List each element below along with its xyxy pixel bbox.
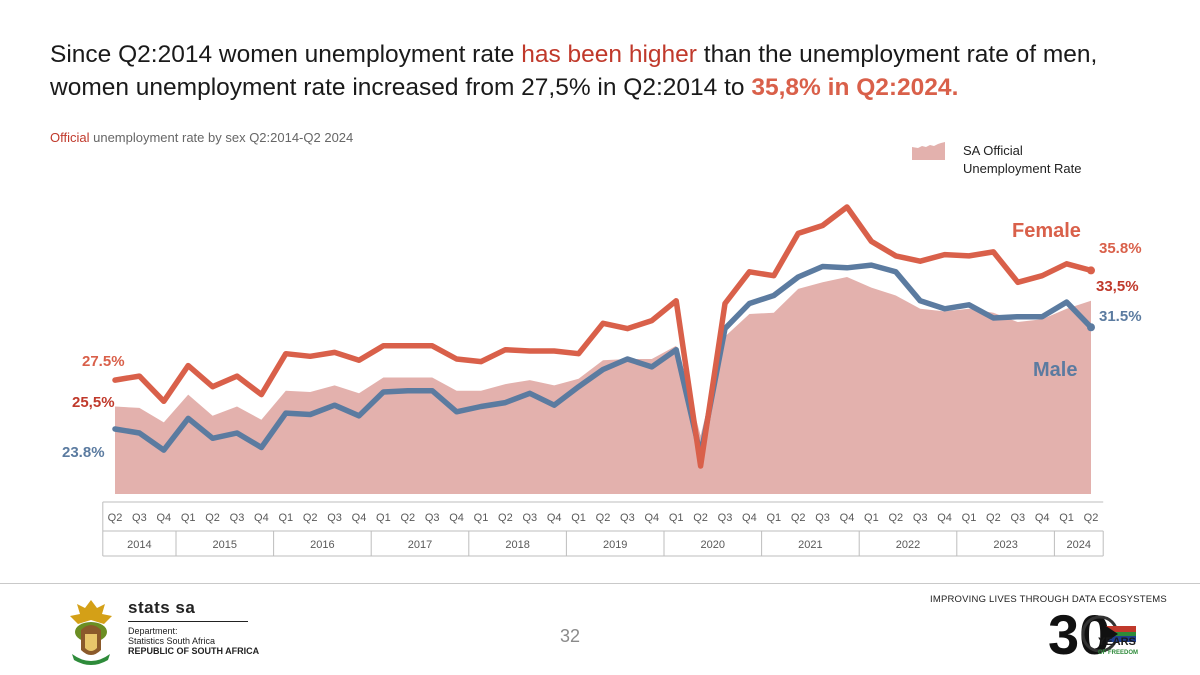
tick-label: Q3 — [230, 512, 245, 524]
unemployment-chart: Q2 Q3 Q4 Q1 Q2 Q3 Q4 Q1 Q2 Q3 Q4 Q1 Q2 Q3 Q4 Q1 Q2 Q3 Q4 Q1… — [62, 204, 1142, 557]
area-total-unemployment — [115, 277, 1091, 494]
chart-subtitle: Official unemployment rate by sex Q2:201… — [50, 130, 353, 145]
tick-label: Q2 — [108, 512, 123, 524]
female-end-dot — [1087, 266, 1095, 275]
year-label: 2014 — [127, 539, 151, 551]
tick-label: Q3 — [522, 512, 537, 524]
tick-label: Q4 — [742, 512, 757, 524]
tick-label: Q3 — [132, 512, 147, 524]
year-label: 2023 — [993, 539, 1017, 551]
year-label: 2020 — [701, 539, 725, 551]
page-number: 32 — [560, 626, 581, 646]
tick-label: Q1 — [864, 512, 879, 524]
label-male-end: 31.5% — [1099, 308, 1142, 325]
tick-label: Q4 — [644, 512, 659, 524]
label-female-end: 35.8% — [1099, 240, 1142, 257]
headline-part3: than the unemployment rate of men, women… — [50, 41, 1098, 101]
tick-label: Q4 — [254, 512, 269, 524]
tick-label: Q2 — [986, 512, 1001, 524]
label-female-start: 27.5% — [82, 353, 125, 370]
line-male — [112, 262, 1094, 459]
tick-label: Q3 — [327, 512, 342, 524]
tick-label: Q1 — [962, 512, 977, 524]
tick-label: Q2 — [400, 512, 415, 524]
headline-part1: Since Q2:2014 women unemployment rate — [50, 41, 522, 68]
tagline: IMPROVING LIVES THROUGH DATA ECOSYSTEMS — [930, 594, 1167, 605]
label-male-start: 23.8% — [62, 444, 105, 461]
tick-label: Q1 — [669, 512, 684, 524]
legend-label-line1: SA Official — [963, 143, 1023, 158]
tick-label: Q4 — [840, 512, 855, 524]
stats-line1: Department: — [128, 626, 178, 636]
male-end-dot — [1087, 323, 1095, 332]
x-axis: Q2 Q3 Q4 Q1 Q2 Q3 Q4 Q1 Q2 Q3 Q4 Q1 Q2 Q3 Q4 Q1 Q2 Q3 Q4 Q1… — [102, 501, 1104, 557]
tick-label: Q1 — [181, 512, 196, 524]
label-total-end: 33,5% — [1096, 278, 1139, 295]
area-layer — [115, 277, 1091, 494]
stats-sa-logo: stats sa Department: Statistics South Af… — [62, 596, 259, 668]
stats-rule — [128, 621, 248, 622]
tick-label: Q2 — [205, 512, 220, 524]
tick-label: Q1 — [766, 512, 781, 524]
tick-label: Q4 — [1035, 512, 1050, 524]
tick-label: Q3 — [620, 512, 635, 524]
year-label: 2024 — [1067, 539, 1091, 551]
stats-line3: REPUBLIC OF SOUTH AFRICA — [128, 646, 260, 656]
tick-label: Q2 — [498, 512, 513, 524]
headline-highlight: has been higher — [521, 41, 697, 68]
tick-label: Q4 — [547, 512, 562, 524]
tick-label: Q3 — [718, 512, 733, 524]
label-female: Female — [1012, 220, 1081, 242]
stats-sa-wordmark: stats sa Department: Statistics South Af… — [128, 598, 259, 668]
tick-label: Q3 — [1010, 512, 1025, 524]
tick-label: Q2 — [303, 512, 318, 524]
year-label: 2019 — [603, 539, 627, 551]
thirty-years-logo: IMPROVING LIVES THROUGH DATA ECOSYSTEMS … — [930, 594, 1180, 666]
tick-label: Q3 — [425, 512, 440, 524]
tick-label: Q2 — [1084, 512, 1099, 524]
thirty-years-emblem-icon: 30 — [1048, 604, 1136, 660]
freedom-word: OF FREEDOM — [1098, 650, 1138, 656]
tick-label: Q4 — [352, 512, 367, 524]
footer-divider — [0, 583, 1200, 584]
legend-area-swatch — [912, 142, 945, 160]
tick-label: Q2 — [596, 512, 611, 524]
subtitle-highlight: Official — [50, 130, 90, 145]
annotation-layer: 27.5% 25,5% 23.8% Female Male 35.8% 33,5% 31.5% — [62, 220, 1142, 461]
tick-label: Q3 — [815, 512, 830, 524]
tick-label: Q3 — [913, 512, 928, 524]
legend-label: SA Official Unemployment Rate — [963, 142, 1123, 178]
headline-value: 35,8% in Q2:2024 — [751, 74, 952, 101]
lines-layer — [112, 204, 1095, 469]
coat-of-arms-icon — [70, 600, 112, 665]
subtitle-rest: unemployment rate by sex Q2:2014-Q2 2024 — [89, 130, 354, 145]
tick-label: Q4 — [937, 512, 952, 524]
year-label: 2021 — [798, 539, 822, 551]
tick-label: Q1 — [278, 512, 293, 524]
tick-label: Q2 — [693, 512, 708, 524]
tick-label: Q2 — [791, 512, 806, 524]
tick-label: Q1 — [376, 512, 391, 524]
year-label: 2018 — [505, 539, 529, 551]
year-label: 2015 — [213, 539, 237, 551]
tick-label: Q4 — [449, 512, 464, 524]
year-label: 2016 — [310, 539, 334, 551]
legend: SA Official Unemployment Rate — [912, 142, 1123, 178]
tick-label: Q2 — [888, 512, 903, 524]
tick-label: Q1 — [1059, 512, 1074, 524]
year-label: 2022 — [896, 539, 920, 551]
headline-period: . — [951, 74, 959, 101]
label-male: Male — [1033, 359, 1077, 381]
headline: Since Q2:2014 women unemployment rate ha… — [50, 38, 1170, 104]
stats-brand: stats sa — [128, 598, 196, 617]
line-female — [112, 204, 1094, 469]
tick-label: Q1 — [571, 512, 586, 524]
stats-line2: Statistics South Africa — [128, 636, 216, 646]
legend-label-line2: Unemployment Rate — [963, 161, 1082, 176]
tick-label: Q4 — [156, 512, 171, 524]
label-total-start: 25,5% — [72, 394, 115, 411]
year-label: 2017 — [408, 539, 432, 551]
tick-label: Q1 — [474, 512, 489, 524]
years-word: YEARS — [1098, 636, 1136, 648]
